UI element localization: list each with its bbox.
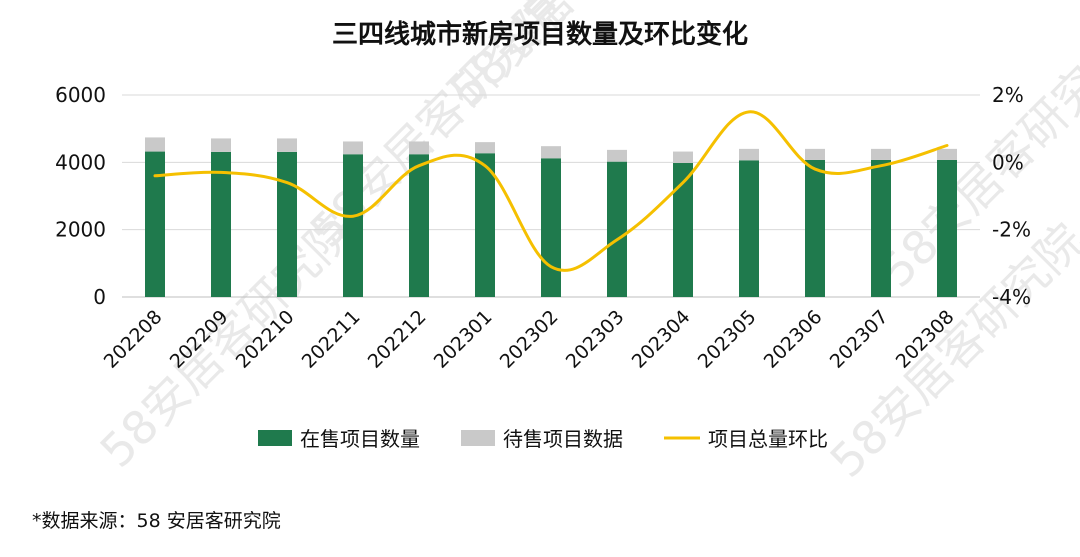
x-tick-label: 202302 (496, 306, 563, 373)
left-tick-label: 2000 (55, 218, 106, 242)
mom-line (153, 110, 949, 272)
bar-pending (673, 151, 693, 164)
bar-pending (475, 142, 495, 154)
x-tick-label: 202211 (298, 306, 365, 373)
bar-pending (145, 137, 165, 152)
bar-pending (937, 148, 957, 160)
x-tick-label: 202306 (760, 306, 827, 373)
bar-on-sale (211, 151, 231, 297)
bar-on-sale (871, 159, 891, 297)
bar-pending (343, 141, 363, 155)
bar-on-sale (277, 151, 297, 297)
legend-label-mom: 项目总量环比 (708, 427, 828, 451)
bar-on-sale (409, 154, 429, 297)
legend-swatch-pending (461, 430, 495, 446)
right-tick-label: 2% (992, 83, 1024, 107)
left-tick-label: 0 (93, 285, 106, 309)
bar-pending (541, 146, 561, 159)
bar-pending (409, 141, 429, 155)
legend-label-pending: 待售项目数据 (503, 427, 623, 451)
left-tick-label: 6000 (55, 83, 106, 107)
watermark-layer: 58安居客研究院58安居客研究院58安居客研究院58安居客研究院58安居客研究院 (90, 0, 1080, 488)
bar-on-sale (805, 159, 825, 297)
x-tick-label: 202208 (100, 306, 167, 373)
x-tick-label: 202307 (826, 306, 893, 373)
chart-title: 三四线城市新房项目数量及环比变化 (332, 19, 748, 50)
bar-on-sale (475, 153, 495, 297)
legend-label-on-sale: 在售项目数量 (300, 427, 420, 451)
x-tick-label: 202301 (430, 306, 497, 373)
left-y-axis: 0 2000 4000 6000 (55, 83, 106, 309)
x-tick-label: 202212 (364, 306, 431, 373)
bar-on-sale (541, 158, 561, 297)
right-tick-label: 0% (992, 150, 1024, 174)
bar-pending (277, 138, 297, 152)
left-tick-label: 4000 (55, 150, 106, 174)
legend: 在售项目数量 待售项目数据 项目总量环比 (258, 427, 828, 451)
bar-on-sale (673, 163, 693, 297)
right-tick-label: -2% (992, 218, 1031, 242)
bar-on-sale (739, 160, 759, 297)
bar-pending (871, 148, 891, 160)
bar-pending (211, 138, 231, 152)
bar-series (145, 137, 957, 297)
right-y-axis: -4% -2% 0% 2% (992, 83, 1031, 309)
bar-pending (739, 148, 759, 161)
x-tick-label: 202305 (694, 306, 761, 373)
x-tick-label: 202304 (628, 306, 695, 373)
legend-swatch-on-sale (258, 430, 292, 446)
source-note: *数据来源：58 安居客研究院 (32, 510, 281, 532)
bar-on-sale (145, 151, 165, 297)
bar-on-sale (607, 161, 627, 297)
bar-on-sale (343, 154, 363, 297)
x-tick-label: 202303 (562, 306, 629, 373)
watermark-text: 58安居客研究院 (440, 0, 715, 118)
bar-pending (607, 149, 627, 162)
bar-pending (805, 148, 825, 160)
line-series (153, 110, 949, 272)
bar-on-sale (937, 159, 957, 297)
right-tick-label: -4% (992, 285, 1031, 309)
